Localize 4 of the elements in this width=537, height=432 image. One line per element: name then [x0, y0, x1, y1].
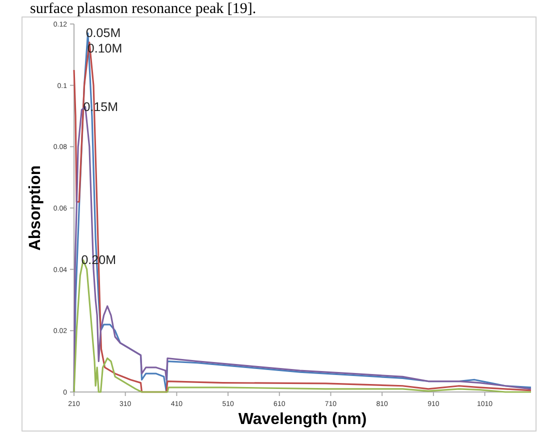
series-label: 0.05M: [86, 26, 121, 40]
text: surface plasmon resonance peak [19].: [30, 1, 256, 17]
y-axis-title: Absorption: [27, 165, 44, 251]
x-axis-title: Wavelength (nm): [238, 411, 367, 428]
